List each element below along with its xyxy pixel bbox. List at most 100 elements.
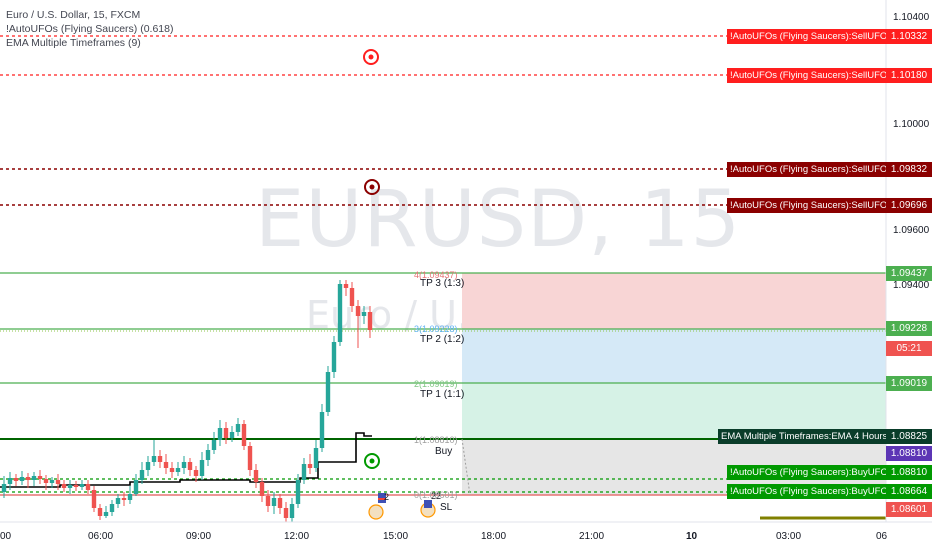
candle-body	[193, 470, 199, 476]
candle-body	[313, 448, 319, 468]
level3-label: 3(1.09228)	[414, 324, 458, 334]
price-axis-label: 1.09600	[893, 225, 930, 236]
sell-ufo1h-pill[interactable]: !AutoUFOs (Flying Saucers):SellUFO1h	[727, 162, 901, 177]
buy-label: Buy	[435, 446, 452, 457]
candlesticks[interactable]	[1, 280, 373, 522]
time-axis-label: 21:00	[579, 531, 605, 542]
time-axis-label: 18:00	[481, 531, 507, 542]
time-axis-label: 09:00	[186, 531, 212, 542]
legend-indicator-ema[interactable]: EMA Multiple Timeframes (9)	[6, 37, 141, 49]
candle-body	[7, 478, 13, 484]
tp3-label: TP 3 (1:3)	[420, 278, 464, 289]
sell-ufo2h-price-tag: 1.10332	[886, 29, 932, 44]
tp2-label: TP 2 (1:2)	[420, 334, 464, 345]
candle-body	[277, 498, 283, 508]
buy-ufo1h-pill[interactable]: !AutoUFOs (Flying Saucers):BuyUFO1h	[727, 484, 902, 499]
candle-body	[25, 477, 31, 480]
candle-body	[61, 484, 67, 488]
buy-ufo1l-price-tag: 1.08810	[886, 465, 932, 480]
candle-body	[331, 342, 337, 372]
sell-ufo2-marker[interactable]	[363, 49, 379, 65]
level3-price-tag: 1.09228	[886, 321, 932, 336]
ema-price-tag: 1.08825	[886, 429, 932, 444]
candle-body	[91, 490, 97, 508]
price-axis-label: 1.09400	[893, 280, 930, 291]
candle-body	[253, 470, 259, 482]
level1-price-tag: 1.08810	[886, 446, 932, 461]
sell-ufo1l-pill[interactable]: !AutoUFOs (Flying Saucers):SellUFO1l	[727, 198, 898, 213]
candle-body	[229, 432, 235, 438]
us-event-flag-2[interactable]	[420, 500, 436, 518]
candle-body	[139, 470, 145, 480]
time-axis-label: 12:00	[284, 531, 310, 542]
candle-body	[307, 464, 313, 468]
candle-body	[319, 412, 325, 448]
candle-body	[337, 284, 343, 342]
candle-body	[259, 482, 265, 496]
sell-ufo1l-price-tag: 1.09696	[886, 198, 932, 213]
candle-body	[211, 440, 217, 450]
candle-body	[343, 284, 349, 288]
sell-ufo1-marker[interactable]	[364, 179, 380, 195]
candle-body	[49, 480, 55, 483]
candle-body	[265, 496, 271, 506]
candle-body	[109, 504, 115, 512]
candle-body	[217, 428, 223, 440]
time-axis-label: 06:00	[88, 531, 114, 542]
candle-body	[37, 476, 43, 479]
candle-body	[223, 428, 229, 438]
candle-body	[181, 462, 187, 468]
price-axis-label: 1.10400	[893, 12, 930, 23]
candle-body	[103, 512, 109, 516]
sl-label: SL	[440, 502, 453, 513]
candle-body	[43, 479, 49, 483]
level0-label: 0(1.08601)	[414, 490, 458, 500]
legend-indicator-autoufos[interactable]: !AutoUFOs (Flying Saucers) (0.618)	[6, 23, 174, 35]
candle-body	[121, 498, 127, 500]
candle-body	[235, 424, 241, 432]
sl-dashed-connector	[461, 438, 471, 496]
level2-label: 2(1.09019)	[414, 379, 458, 389]
sell-ufo2l-pill[interactable]: !AutoUFOs (Flying Saucers):SellUFO2l	[727, 68, 898, 83]
level4-price-tag: 1.09437	[886, 266, 932, 281]
candle-body	[67, 485, 73, 488]
candle-body	[115, 498, 121, 504]
time-axis-label: 15:00	[383, 531, 409, 542]
candle-body	[295, 480, 301, 504]
countdown-tag: 05:21	[886, 341, 932, 356]
candle-body	[151, 456, 157, 462]
us-event-flag-1[interactable]	[368, 493, 386, 520]
tp3-zone	[462, 273, 886, 329]
ema-4h-pill[interactable]: EMA Multiple Timeframes:EMA 4 Hours	[718, 429, 891, 444]
level2-price-tag: 1.09019	[886, 376, 932, 391]
chart-legend[interactable]: Euro / U.S. Dollar, 15, FXCM !AutoUFOs (…	[6, 8, 173, 50]
buy-ufo1h-price-tag: 1.08664	[886, 484, 932, 499]
candle-body	[367, 312, 373, 330]
candle-body	[1, 484, 7, 492]
candle-body	[13, 478, 19, 481]
tp1-label: TP 1 (1:1)	[420, 389, 464, 400]
candle-body	[127, 494, 133, 500]
candle-body	[283, 508, 289, 518]
buy-ufo-marker[interactable]	[364, 453, 380, 469]
candle-body	[289, 504, 295, 518]
time-axis-label: 10	[686, 531, 698, 542]
level4-label: 4(1.09437)	[414, 270, 458, 280]
candle-body	[271, 498, 277, 506]
legend-symbol[interactable]: Euro / U.S. Dollar, 15, FXCM	[6, 9, 141, 21]
sell-ufo2h-pill[interactable]: !AutoUFOs (Flying Saucers):SellUFO2h	[727, 29, 901, 44]
sell-ufo1h-price-tag: 1.09832	[886, 162, 932, 177]
candle-body	[169, 468, 175, 472]
sell-ufo2l-price-tag: 1.10180	[886, 68, 932, 83]
event-count-1: 2	[384, 492, 389, 502]
candle-body	[97, 508, 103, 516]
candle-body	[205, 450, 211, 460]
level0-price-tag: 1.08601	[886, 502, 932, 517]
candle-body	[175, 468, 181, 472]
price-axis-label: 1.10000	[893, 119, 930, 130]
buy-ufo1l-pill[interactable]: !AutoUFOs (Flying Saucers):BuyUFO1l	[727, 465, 899, 480]
candle-body	[31, 476, 37, 480]
time-axis-label: 03:00	[776, 531, 802, 542]
candle-body	[361, 312, 367, 316]
